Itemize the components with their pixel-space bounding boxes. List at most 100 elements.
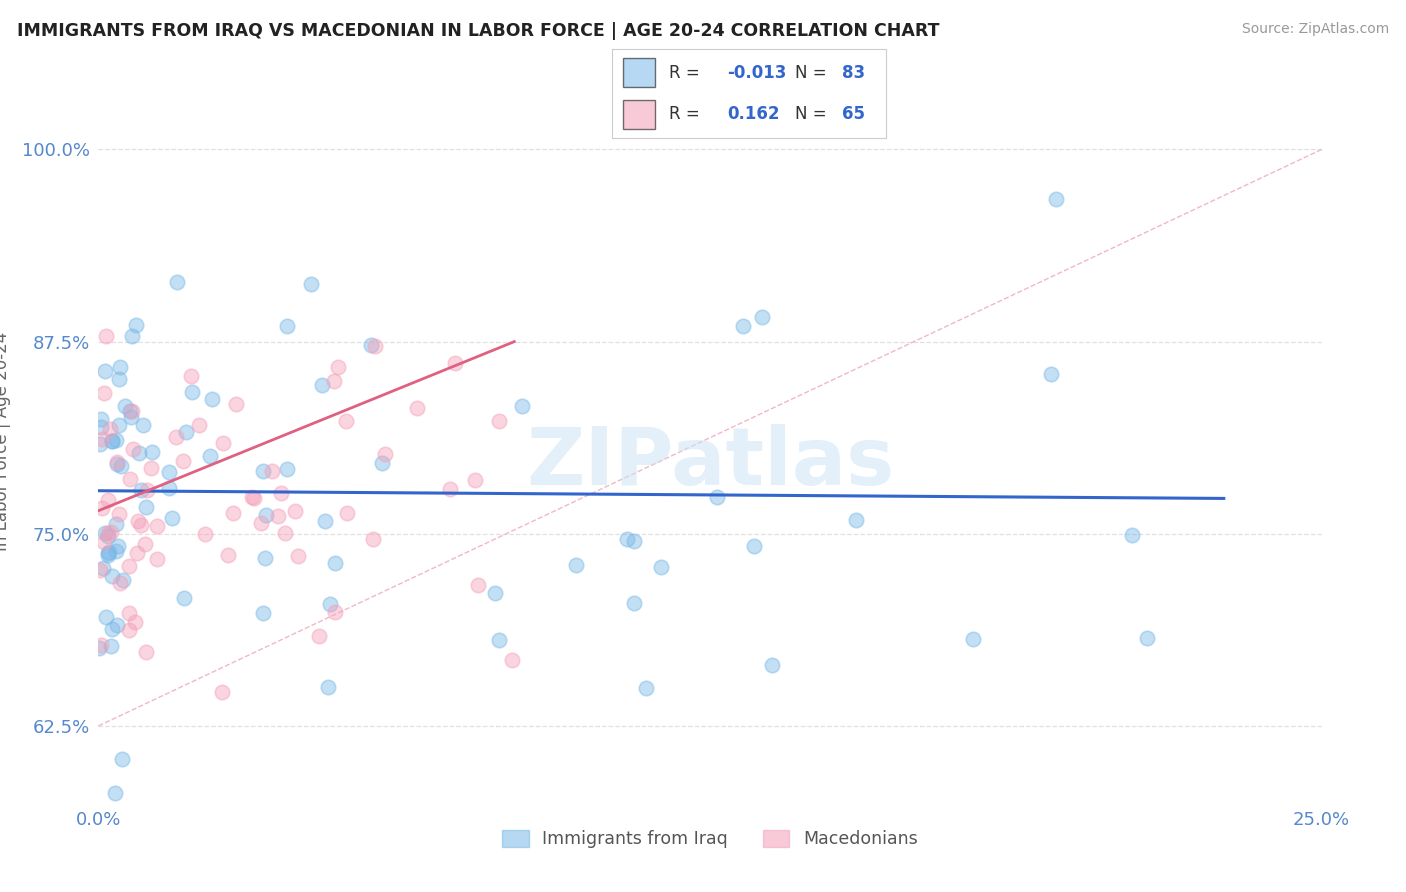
- Point: [108, 359, 131, 374]
- Point: [129, 518, 152, 533]
- Point: [322, 374, 344, 388]
- Point: [187, 418, 209, 433]
- Point: [314, 514, 336, 528]
- Point: [270, 485, 292, 500]
- Point: [361, 533, 384, 547]
- Point: [274, 526, 297, 541]
- Point: [112, 574, 135, 588]
- Point: [371, 456, 394, 470]
- Point: [706, 490, 728, 504]
- Point: [93, 535, 115, 549]
- Point: [139, 460, 162, 475]
- Point: [181, 385, 204, 400]
- Point: [301, 277, 323, 291]
- Point: [90, 412, 112, 426]
- Point: [110, 459, 132, 474]
- Point: [128, 445, 150, 459]
- Point: [121, 404, 143, 418]
- Point: [276, 318, 298, 333]
- Text: Source: ZipAtlas.com: Source: ZipAtlas.com: [1241, 22, 1389, 37]
- Point: [225, 397, 247, 411]
- Point: [1039, 367, 1062, 381]
- Point: [118, 623, 141, 637]
- Point: [319, 597, 342, 611]
- Point: [200, 449, 222, 463]
- Point: [90, 420, 112, 434]
- Point: [100, 524, 122, 539]
- Point: [101, 569, 124, 583]
- Point: [464, 473, 486, 487]
- Point: [160, 511, 183, 525]
- Point: [360, 338, 382, 352]
- Point: [101, 434, 124, 448]
- Point: [172, 454, 194, 468]
- Point: [845, 513, 868, 527]
- Point: [118, 403, 141, 417]
- Point: [105, 516, 128, 531]
- Text: R =: R =: [669, 105, 706, 123]
- Point: [488, 414, 510, 428]
- Point: [311, 378, 333, 392]
- Point: [252, 606, 274, 620]
- Point: [616, 532, 638, 546]
- Text: 83: 83: [842, 64, 865, 82]
- Point: [118, 606, 141, 620]
- Point: [761, 657, 783, 672]
- Point: [120, 410, 142, 425]
- Point: [141, 445, 163, 459]
- Point: [131, 483, 153, 498]
- Point: [124, 615, 146, 629]
- Point: [406, 401, 429, 416]
- Point: [467, 578, 489, 592]
- Point: [100, 639, 122, 653]
- Point: [252, 464, 274, 478]
- FancyBboxPatch shape: [623, 100, 655, 129]
- Point: [484, 586, 506, 600]
- Point: [439, 483, 461, 497]
- Text: IMMIGRANTS FROM IRAQ VS MACEDONIAN IN LABOR FORCE | AGE 20-24 CORRELATION CHART: IMMIGRANTS FROM IRAQ VS MACEDONIAN IN LA…: [17, 22, 939, 40]
- Text: R =: R =: [669, 64, 706, 82]
- Point: [323, 557, 346, 571]
- Point: [751, 310, 773, 325]
- Point: [254, 508, 277, 522]
- Point: [335, 414, 357, 428]
- Point: [101, 622, 124, 636]
- Legend: Immigrants from Iraq, Macedonians: Immigrants from Iraq, Macedonians: [502, 830, 918, 848]
- Point: [108, 372, 131, 386]
- Point: [111, 752, 134, 766]
- Point: [107, 457, 129, 471]
- Point: [336, 506, 359, 520]
- Point: [326, 360, 349, 375]
- Point: [97, 529, 120, 543]
- Point: [146, 519, 169, 533]
- Point: [323, 605, 346, 619]
- Point: [510, 399, 533, 413]
- Point: [97, 493, 120, 508]
- Point: [107, 417, 129, 432]
- Point: [308, 629, 330, 643]
- Point: [105, 617, 128, 632]
- Point: [145, 551, 167, 566]
- Point: [89, 563, 111, 577]
- Point: [97, 548, 120, 562]
- Point: [94, 525, 117, 540]
- Point: [97, 525, 120, 540]
- Point: [94, 609, 117, 624]
- Point: [276, 461, 298, 475]
- Point: [94, 364, 117, 378]
- Point: [105, 455, 128, 469]
- Text: 0.162: 0.162: [727, 105, 779, 123]
- Point: [744, 539, 766, 553]
- Point: [217, 548, 239, 562]
- Point: [89, 640, 111, 655]
- Point: [98, 544, 121, 558]
- Point: [634, 681, 657, 696]
- Point: [134, 537, 156, 551]
- Point: [90, 638, 112, 652]
- Point: [98, 422, 121, 436]
- Point: [125, 318, 148, 332]
- Point: [157, 481, 180, 495]
- Point: [1136, 632, 1159, 646]
- Point: [488, 632, 510, 647]
- Point: [90, 501, 112, 516]
